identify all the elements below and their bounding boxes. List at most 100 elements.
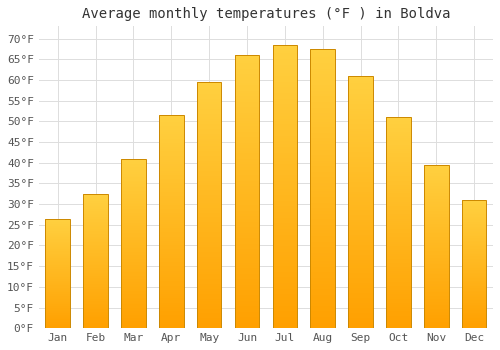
- Bar: [159, 222, 184, 224]
- Bar: [234, 197, 260, 200]
- Bar: [121, 213, 146, 215]
- Bar: [84, 247, 108, 249]
- Bar: [234, 137, 260, 140]
- Bar: [46, 271, 70, 272]
- Bar: [197, 279, 222, 281]
- Bar: [84, 252, 108, 253]
- Bar: [272, 198, 297, 201]
- Bar: [462, 268, 486, 269]
- Bar: [159, 290, 184, 292]
- Bar: [234, 189, 260, 192]
- Bar: [84, 269, 108, 271]
- Bar: [234, 260, 260, 263]
- Bar: [348, 116, 373, 119]
- Bar: [84, 300, 108, 301]
- Bar: [234, 61, 260, 63]
- Bar: [121, 230, 146, 232]
- Bar: [159, 307, 184, 309]
- Bar: [462, 260, 486, 261]
- Bar: [462, 222, 486, 223]
- Bar: [197, 102, 222, 104]
- Bar: [424, 165, 448, 167]
- Bar: [462, 211, 486, 213]
- Bar: [310, 108, 335, 111]
- Bar: [272, 277, 297, 280]
- Bar: [348, 104, 373, 106]
- Bar: [272, 70, 297, 73]
- Bar: [348, 101, 373, 104]
- Bar: [84, 194, 108, 328]
- Bar: [272, 291, 297, 294]
- Bar: [46, 228, 70, 229]
- Bar: [159, 232, 184, 234]
- Bar: [46, 287, 70, 288]
- Bar: [46, 318, 70, 320]
- Bar: [386, 178, 410, 181]
- Bar: [84, 292, 108, 293]
- Bar: [386, 117, 410, 119]
- Bar: [159, 179, 184, 181]
- Bar: [46, 290, 70, 291]
- Bar: [310, 253, 335, 256]
- Bar: [159, 317, 184, 320]
- Bar: [121, 252, 146, 254]
- Bar: [159, 160, 184, 162]
- Bar: [462, 326, 486, 327]
- Bar: [234, 295, 260, 298]
- Bar: [310, 200, 335, 203]
- Bar: [424, 175, 448, 176]
- Bar: [46, 229, 70, 230]
- Bar: [234, 315, 260, 317]
- Bar: [46, 230, 70, 231]
- Bar: [84, 264, 108, 265]
- Bar: [159, 194, 184, 196]
- Bar: [462, 244, 486, 245]
- Bar: [462, 257, 486, 258]
- Bar: [424, 180, 448, 181]
- Bar: [159, 258, 184, 260]
- Bar: [234, 145, 260, 148]
- Bar: [197, 104, 222, 107]
- Bar: [424, 202, 448, 204]
- Bar: [310, 71, 335, 74]
- Bar: [121, 233, 146, 235]
- Bar: [462, 231, 486, 232]
- Bar: [348, 232, 373, 235]
- Bar: [310, 144, 335, 147]
- Bar: [424, 199, 448, 201]
- Bar: [84, 260, 108, 261]
- Bar: [234, 175, 260, 178]
- Bar: [348, 222, 373, 225]
- Bar: [159, 277, 184, 279]
- Bar: [46, 267, 70, 268]
- Bar: [159, 271, 184, 273]
- Bar: [424, 168, 448, 170]
- Bar: [272, 192, 297, 195]
- Bar: [462, 321, 486, 322]
- Bar: [424, 220, 448, 222]
- Bar: [197, 129, 222, 131]
- Bar: [348, 134, 373, 136]
- Bar: [121, 221, 146, 223]
- Bar: [197, 112, 222, 114]
- Bar: [197, 318, 222, 321]
- Bar: [462, 254, 486, 255]
- Bar: [272, 135, 297, 138]
- Bar: [462, 215, 486, 217]
- Bar: [462, 249, 486, 250]
- Bar: [234, 91, 260, 93]
- Bar: [121, 272, 146, 274]
- Bar: [84, 257, 108, 258]
- Bar: [272, 240, 297, 243]
- Bar: [197, 131, 222, 134]
- Bar: [84, 279, 108, 280]
- Bar: [197, 274, 222, 276]
- Bar: [386, 248, 410, 250]
- Bar: [121, 159, 146, 160]
- Bar: [121, 301, 146, 303]
- Bar: [386, 134, 410, 136]
- Bar: [272, 294, 297, 297]
- Bar: [310, 303, 335, 306]
- Bar: [84, 237, 108, 238]
- Bar: [159, 219, 184, 222]
